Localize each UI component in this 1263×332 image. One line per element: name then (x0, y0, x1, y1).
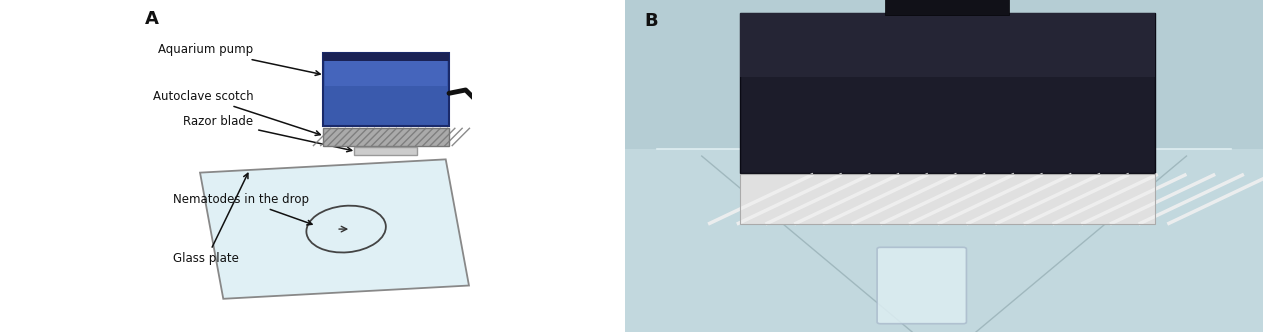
Text: Autoclave scotch: Autoclave scotch (153, 90, 321, 135)
Bar (355, 147, 418, 155)
Bar (740, 174, 1154, 224)
Text: Glass plate: Glass plate (173, 173, 248, 266)
Bar (625, 149, 1263, 332)
FancyBboxPatch shape (877, 247, 966, 324)
Text: B: B (644, 12, 658, 30)
Text: Nematodes in the drop: Nematodes in the drop (173, 193, 312, 225)
Ellipse shape (481, 118, 493, 126)
Bar (323, 53, 450, 61)
Text: Aquarium pump: Aquarium pump (158, 43, 320, 75)
Bar (740, 13, 1154, 173)
Bar (481, 123, 493, 136)
Bar (740, 13, 1154, 77)
Bar (885, 0, 1009, 15)
Bar (325, 57, 447, 86)
Bar (740, 174, 1154, 224)
Text: A: A (145, 10, 159, 28)
Bar (323, 128, 450, 146)
Bar (323, 53, 450, 126)
Polygon shape (200, 159, 469, 299)
Text: Razor blade: Razor blade (183, 115, 351, 152)
